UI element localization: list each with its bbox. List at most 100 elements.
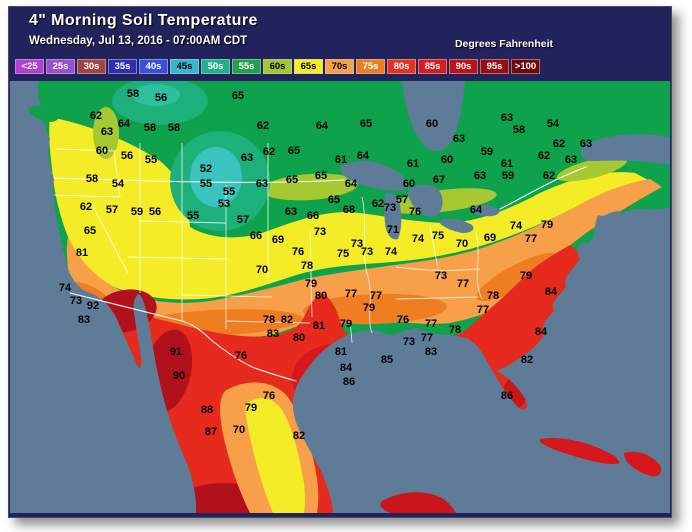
station-temp-label: 58 — [168, 122, 180, 134]
station-temp-label: 84 — [340, 362, 353, 374]
station-temp-label: 73 — [70, 295, 82, 307]
station-temp-label: 68 — [343, 204, 355, 216]
station-temp-label: 60 — [441, 154, 453, 166]
station-temp-label: 74 — [385, 246, 398, 258]
station-temp-label: 74 — [412, 233, 425, 245]
station-temp-label: 76 — [397, 314, 409, 326]
station-temp-label: 76 — [409, 206, 421, 218]
station-temp-label: 59 — [131, 206, 143, 218]
title-bar: 4" Morning Soil Temperature — [9, 7, 671, 34]
station-temp-label: 75 — [432, 230, 444, 242]
station-temp-label: 64 — [118, 118, 131, 130]
station-temp-label: 80 — [293, 332, 305, 344]
station-temp-label: 88 — [201, 404, 213, 416]
station-temp-label: 77 — [457, 278, 469, 290]
station-temp-label: 77 — [425, 318, 437, 330]
station-temp-label: 62 — [553, 138, 565, 150]
station-temp-label: 65 — [360, 118, 372, 130]
station-temp-label: 76 — [235, 350, 247, 362]
station-temp-label: 60 — [426, 118, 438, 130]
station-temp-label: 62 — [90, 110, 102, 122]
station-temp-label: 53 — [218, 198, 230, 210]
station-temp-label: 58 — [86, 173, 98, 185]
legend-swatch: 65s — [294, 59, 323, 74]
state-border-lines — [53, 143, 483, 344]
station-temp-label: 63 — [501, 112, 513, 124]
station-temp-label: 73 — [435, 270, 447, 282]
station-temp-label: 55 — [200, 178, 212, 190]
station-temp-label: 69 — [484, 232, 496, 244]
station-temp-label: 92 — [87, 300, 99, 312]
legend-swatch: 90s — [449, 59, 478, 74]
station-temp-label: 69 — [272, 234, 284, 246]
date-bar: Wednesday, Jul 13, 2016 - 07:00AM CDT De… — [9, 34, 671, 54]
legend-swatch: 30s — [77, 59, 106, 74]
station-temp-label: 79 — [363, 302, 375, 314]
station-temp-label: 70 — [456, 238, 468, 250]
station-temp-label: 61 — [501, 158, 513, 170]
station-temp-label: 79 — [305, 278, 317, 290]
station-temp-label: 58 — [144, 122, 156, 134]
station-temp-label: 65 — [286, 174, 298, 186]
legend-bar: <25 25s 30s 35s 40s 45s 50s 55s 60s 65s 70s 75s 80s 8… — [9, 54, 671, 79]
station-temp-label: 63 — [474, 170, 486, 182]
station-temp-label: 83 — [78, 314, 90, 326]
station-temp-label: 64 — [470, 204, 483, 216]
station-temp-label: 60 — [96, 145, 108, 157]
station-temp-label: 58 — [127, 88, 139, 100]
station-temp-label: 85 — [381, 354, 393, 366]
station-temp-label: 78 — [449, 324, 461, 336]
station-temp-label: 66 — [307, 210, 319, 222]
legend-swatch: 60s — [263, 59, 292, 74]
station-temp-label: 81 — [335, 346, 347, 358]
station-temp-label: 65 — [84, 225, 96, 237]
station-temp-label: 70 — [233, 424, 245, 436]
station-temp-label: 73 — [314, 226, 326, 238]
station-temp-label: 64 — [316, 120, 329, 132]
station-temp-label: 77 — [370, 290, 382, 302]
station-temp-label: 64 — [345, 178, 358, 190]
station-temp-label: 63 — [241, 152, 253, 164]
page-title: 4" Morning Soil Temperature — [29, 12, 258, 29]
station-temp-label: 74 — [59, 282, 72, 294]
units-label: Degrees Fahrenheit — [454, 38, 553, 50]
islands — [28, 105, 662, 513]
station-temp-label: 57 — [237, 214, 249, 226]
station-temp-label: 86 — [343, 376, 355, 388]
station-temp-label: 63 — [453, 133, 465, 145]
station-temp-label: 78 — [263, 314, 275, 326]
station-temp-label: 84 — [545, 286, 558, 298]
station-temp-label: 54 — [547, 118, 560, 130]
station-temp-label: 63 — [580, 138, 592, 150]
legend-swatch: 40s — [139, 59, 168, 74]
station-temp-label: 63 — [101, 126, 113, 138]
station-temp-label: 76 — [263, 390, 275, 402]
station-temp-label: 52 — [200, 163, 212, 175]
station-temp-label: 63 — [285, 206, 297, 218]
station-temp-label: 57 — [396, 194, 408, 206]
station-temp-label: 61 — [335, 154, 347, 166]
station-temp-label: 81 — [313, 320, 325, 332]
station-temp-label: 65 — [232, 90, 244, 102]
legend-swatch: 80s — [387, 59, 416, 74]
station-temp-label: 83 — [425, 346, 437, 358]
legend-swatch: <25 — [15, 59, 44, 74]
legend-swatch: 70s — [325, 59, 354, 74]
legend-swatch: 25s — [46, 59, 75, 74]
station-temp-label: 91 — [170, 346, 182, 358]
station-temp-label: 80 — [315, 290, 327, 302]
station-temp-label: 79 — [340, 318, 352, 330]
station-temp-label: 77 — [525, 233, 537, 245]
legend-swatch: 50s — [201, 59, 230, 74]
station-temp-label: 79 — [541, 219, 553, 231]
station-temp-label: 74 — [510, 220, 523, 232]
station-temp-label: 79 — [520, 270, 532, 282]
station-temp-label: 56 — [121, 150, 133, 162]
station-temp-label: 60 — [403, 178, 415, 190]
station-temp-label: 58 — [513, 124, 525, 136]
station-temp-label: 62 — [372, 198, 384, 210]
station-temp-label: 54 — [112, 178, 125, 190]
station-temp-label: 62 — [538, 150, 550, 162]
legend-swatch: >100 — [511, 59, 540, 74]
